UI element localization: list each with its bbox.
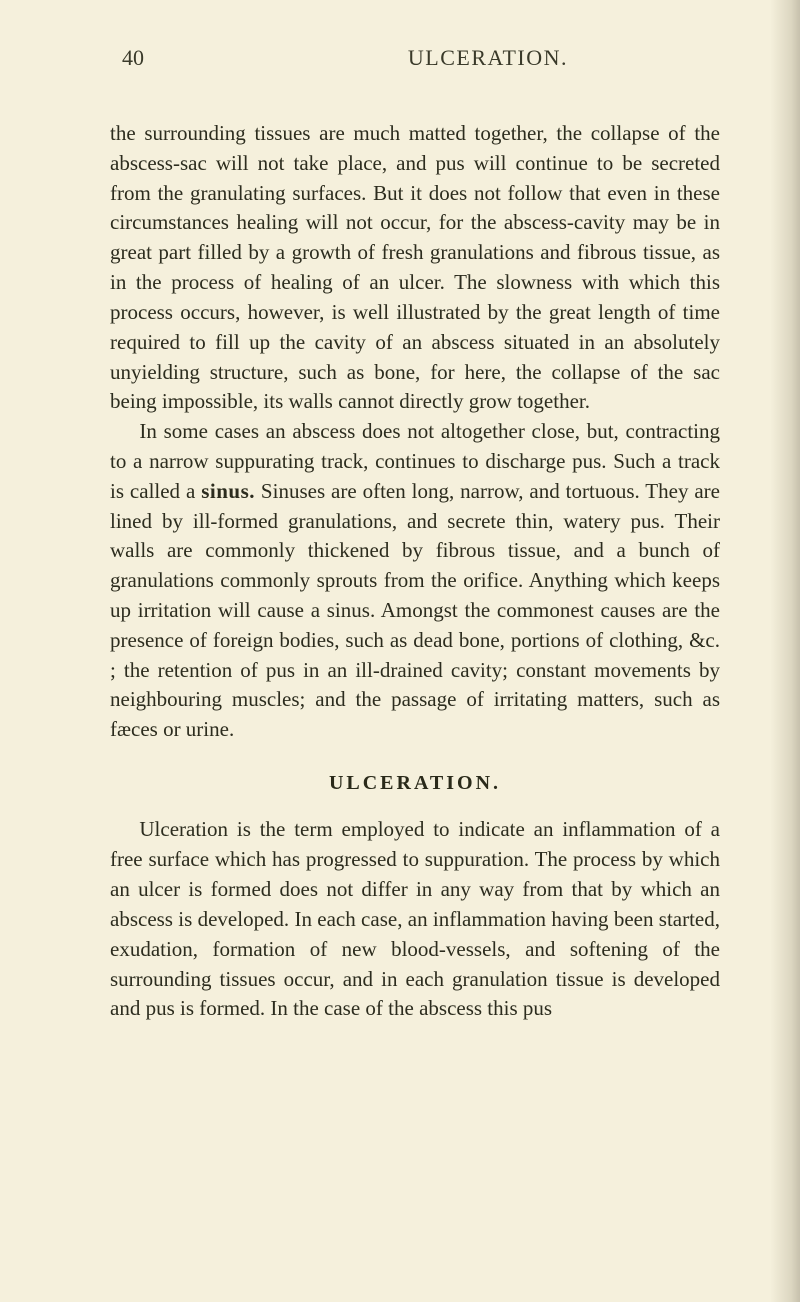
page-header: 40 ULCERATION. (110, 45, 720, 71)
paragraph-2: In some cases an abscess does not altoge… (110, 417, 720, 745)
running-title: ULCERATION. (408, 45, 568, 71)
paragraph-3: Ulceration is the term employed to indic… (110, 815, 720, 1024)
page-binding-shadow (770, 0, 800, 1302)
paragraph-1: the surrounding tissues are much matted … (110, 119, 720, 417)
term-sinus: sinus. (201, 479, 255, 503)
document-page: 40 ULCERATION. the surrounding tissues a… (0, 0, 800, 1302)
page-number: 40 (122, 45, 144, 71)
paragraph-2-suffix: Sinuses are often long, narrow, and tort… (110, 479, 720, 742)
body-text: the surrounding tissues are much matted … (110, 119, 720, 1024)
section-heading-ulceration: ULCERATION. (110, 769, 720, 797)
